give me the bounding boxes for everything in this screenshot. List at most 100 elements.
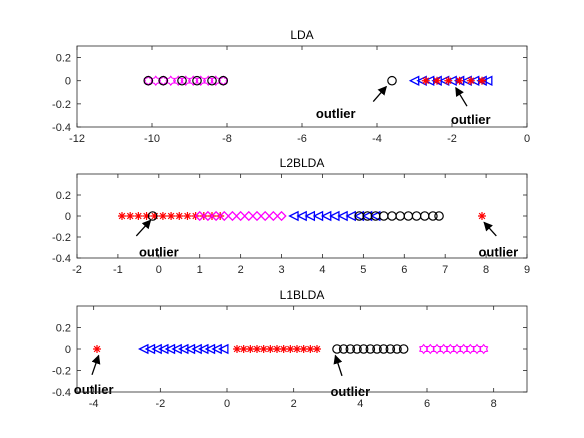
data-point	[276, 210, 287, 222]
data-point	[192, 75, 202, 86]
x-tick-label: 6	[401, 264, 407, 276]
series-2	[143, 75, 229, 86]
x-tick-label: -6	[297, 133, 307, 145]
data-point	[158, 212, 167, 220]
data-point	[151, 343, 162, 355]
y-tick-label: 0.2	[56, 323, 71, 335]
x-tick-label: 3	[278, 264, 284, 276]
data-point	[358, 344, 369, 354]
data-point	[455, 76, 464, 85]
data-point	[286, 345, 295, 353]
data-point	[175, 212, 184, 220]
series-3	[332, 344, 409, 354]
data-point	[202, 210, 214, 222]
axes-frame	[76, 173, 528, 259]
y-tick-label: -0.4	[52, 387, 71, 399]
data-point	[164, 343, 176, 355]
series-6	[478, 212, 486, 220]
data-point	[194, 210, 205, 222]
data-point	[421, 76, 430, 85]
data-point	[218, 75, 229, 86]
data-point	[235, 210, 246, 222]
series-5	[387, 75, 397, 86]
data-point	[392, 344, 402, 354]
data-point	[428, 211, 438, 221]
chart-title: LDA	[290, 28, 313, 42]
x-tick-label: 1	[197, 264, 203, 276]
data-point	[210, 210, 222, 222]
data-point	[251, 210, 263, 222]
x-tick-label: 4	[357, 398, 363, 410]
data-point	[243, 210, 254, 222]
series-2	[233, 345, 321, 353]
data-point	[198, 343, 209, 355]
x-tick-label: -2	[72, 264, 82, 276]
data-point	[306, 345, 315, 353]
chart-title: L2BLDA	[280, 156, 325, 170]
data-point	[142, 212, 151, 220]
data-point	[93, 345, 101, 353]
annotation-arrow	[135, 219, 152, 237]
x-tick-label: 0	[224, 398, 230, 410]
x-tick-label: 0	[524, 133, 530, 145]
x-tick-label: -1	[113, 264, 123, 276]
x-tick-label: 9	[524, 264, 530, 276]
data-point	[345, 344, 356, 354]
data-point	[207, 75, 217, 86]
series-5	[147, 211, 158, 221]
data-point	[253, 345, 261, 353]
data-point	[227, 210, 238, 222]
annotation-arrow	[372, 85, 387, 102]
data-point	[260, 210, 271, 222]
x-tick-label: 7	[442, 264, 448, 276]
annotation-label: outlier	[139, 245, 179, 260]
data-point	[219, 210, 230, 222]
annotation-label: outlier	[74, 382, 114, 397]
axes-frame	[76, 305, 528, 393]
data-point	[387, 75, 397, 86]
data-point	[434, 211, 444, 221]
data-point	[478, 212, 486, 220]
data-point	[433, 76, 441, 85]
y-tick-label: 0	[65, 76, 71, 88]
data-point	[218, 343, 229, 355]
annotation-label: outlier	[316, 106, 356, 121]
data-point	[378, 344, 389, 354]
data-point	[365, 344, 376, 354]
x-tick-label: -8	[222, 133, 232, 145]
axes-frame	[76, 45, 528, 128]
data-point	[144, 343, 156, 355]
x-tick-label: -4	[372, 133, 382, 145]
data-point	[385, 344, 396, 354]
data-point	[191, 343, 202, 355]
data-point	[313, 345, 321, 353]
x-tick-label: -2	[447, 133, 457, 145]
data-point	[134, 212, 143, 220]
data-point	[478, 76, 486, 85]
annotation-arrow	[483, 221, 497, 237]
series-5	[93, 345, 101, 353]
x-tick-label: -4	[89, 398, 99, 410]
data-point	[246, 345, 255, 353]
data-point	[279, 345, 288, 353]
data-point	[204, 343, 216, 355]
series-1	[138, 343, 229, 355]
data-point	[184, 343, 196, 355]
x-tick-label: 6	[424, 398, 430, 410]
y-tick-label: -0.2	[52, 366, 71, 378]
x-tick-label: 2	[291, 398, 297, 410]
y-tick-label: -0.4	[52, 122, 71, 134]
data-point	[273, 345, 281, 353]
data-point	[138, 343, 149, 355]
data-point	[338, 344, 349, 354]
x-tick-label: -12	[69, 133, 85, 145]
annotation-label: outlier	[478, 245, 518, 260]
x-tick-label: 8	[483, 264, 489, 276]
annotation-arrow	[91, 354, 101, 376]
data-point	[332, 344, 342, 354]
data-point	[352, 344, 362, 354]
data-point	[398, 344, 409, 354]
y-tick-label: 0	[65, 344, 71, 356]
x-tick-label: 5	[360, 264, 366, 276]
